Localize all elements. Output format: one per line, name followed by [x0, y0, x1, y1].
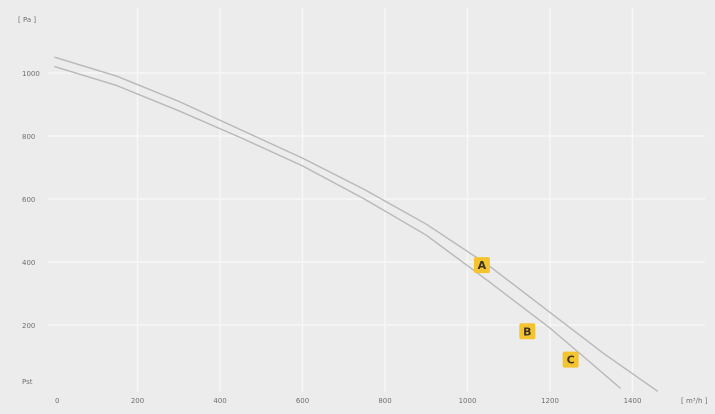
tick-labels: 200 400 600 800 1000 1200 1400 200 400 600 800 1000 — [22, 70, 641, 405]
x-unit-label: [ m³/h ] — [681, 397, 708, 405]
x-tick-label: 1200 — [541, 397, 559, 405]
grid — [48, 8, 705, 392]
marker-badge — [562, 351, 579, 368]
marker-label: C — [567, 354, 575, 367]
x-tick-label: 1400 — [624, 397, 642, 405]
marker-badge — [519, 323, 536, 340]
x-tick-label: 200 — [131, 397, 144, 405]
y-tick-label: 800 — [22, 133, 35, 141]
x-tick-label: 400 — [213, 397, 226, 405]
y-tick-label: 600 — [22, 196, 35, 204]
curve-marker-b: B — [519, 323, 536, 340]
curve-marker-a: A — [473, 257, 490, 274]
y-tick-label: 400 — [22, 259, 35, 267]
curve-marker-c: C — [562, 351, 579, 368]
marker-label: A — [478, 259, 487, 272]
y-unit-label: [ Pa ] — [18, 16, 36, 24]
y-tick-label: 200 — [22, 322, 35, 330]
y-tick-label: 1000 — [22, 70, 40, 78]
marker-label: B — [523, 325, 531, 338]
curve-line-2 — [54, 65, 621, 389]
curve-line-1 — [54, 56, 658, 392]
markers: A B C — [473, 257, 579, 368]
x-tick-label: 800 — [378, 397, 391, 405]
y-bottom-label: Pst — [22, 378, 33, 386]
marker-badge — [473, 257, 490, 274]
x-tick-label: 1000 — [459, 397, 477, 405]
x-tick-label: 600 — [296, 397, 309, 405]
x-origin-label: 0 — [55, 397, 59, 405]
curves — [54, 56, 658, 392]
